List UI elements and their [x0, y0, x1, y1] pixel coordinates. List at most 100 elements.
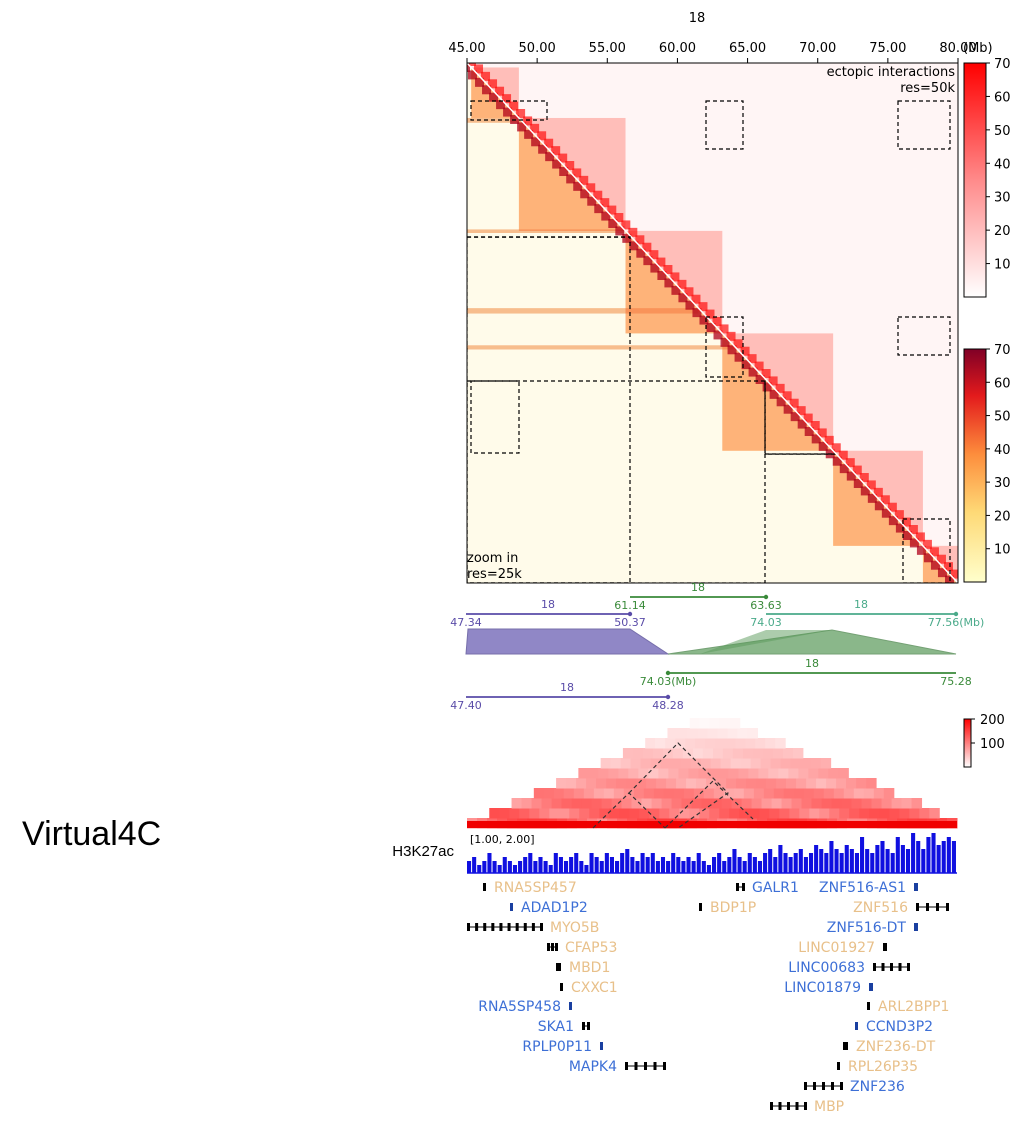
tri-cell [509, 808, 520, 819]
annot-bottom-1: zoom in [467, 551, 518, 566]
tri-cell [826, 778, 837, 789]
h3k27ac-bar [808, 853, 814, 873]
tri-cell [688, 768, 699, 779]
diag-cell [685, 300, 695, 310]
tri-cell [891, 798, 903, 809]
colorbar-tick-label: 40 [994, 443, 1011, 458]
colorbar-tick-label: 60 [994, 90, 1011, 105]
tri-cell [626, 778, 637, 789]
gene-label: ZNF516 [853, 900, 908, 916]
tri-cell [809, 808, 820, 819]
tri-cell [709, 718, 721, 729]
h3k27ac-bar [645, 857, 650, 873]
h3k27ac-bar [706, 865, 711, 873]
h3k27ac-bar [890, 853, 895, 873]
h3k27ac-bar [773, 857, 778, 873]
tri-cell [646, 778, 657, 789]
tri-cell [656, 778, 667, 789]
diag-cell [860, 486, 870, 496]
diag-cell [509, 101, 519, 111]
h3k27ac-bar [763, 853, 768, 873]
h3k27ac-bar [701, 861, 706, 873]
tri-cell [738, 768, 749, 779]
tri-cell [651, 798, 663, 809]
tri-cell [779, 808, 790, 819]
gene-label: SKA1 [538, 1019, 574, 1035]
h3k27ac-bar [895, 837, 900, 873]
diag-cell [544, 138, 554, 148]
tri-cell [810, 758, 822, 769]
tri-cell [788, 768, 799, 779]
dashed-box [467, 236, 631, 583]
tri-cell [820, 758, 832, 769]
tri-cell [660, 758, 672, 769]
h3k27ac-bar [604, 853, 609, 873]
diag-cell [614, 213, 624, 222]
h3k27ac-bar [615, 861, 620, 873]
h3k27ac-bar [788, 857, 793, 873]
diag-cell [517, 122, 527, 132]
tri-cell [581, 798, 593, 809]
h3k27ac-bar [931, 833, 936, 873]
tri-cell [879, 808, 890, 819]
h3k27ac-bar [885, 849, 890, 873]
tri-cell [681, 798, 693, 809]
gene-label: ZNF236-DT [856, 1039, 936, 1055]
diag-cell [894, 510, 904, 520]
tri-cell [746, 778, 757, 789]
gene-mark [837, 1062, 840, 1070]
tri-cell [773, 788, 785, 799]
tri-cell [729, 808, 740, 819]
h3k27ac-bar [599, 861, 604, 873]
gene-exon [507, 923, 511, 931]
diag-cell [789, 398, 799, 408]
tri-cell [678, 768, 689, 779]
diag-cell [642, 242, 652, 252]
gene-exon [804, 1102, 807, 1110]
tri-cell [613, 788, 625, 799]
diag-cell [712, 317, 722, 326]
tri-cell [677, 728, 688, 739]
diag-cell [797, 419, 807, 429]
track-label: H3K27ac [392, 843, 454, 860]
segment-end [763, 594, 769, 600]
h3k27ac-bar [671, 853, 676, 873]
diag-cell [706, 323, 716, 332]
tri-cell [798, 768, 809, 779]
h3k27ac-bar [803, 857, 808, 873]
h3k27ac-bar [523, 857, 528, 873]
tri-cell [869, 808, 880, 819]
diag-cell [664, 278, 674, 288]
diag-cell [573, 181, 583, 191]
tri-dashed-box [664, 780, 754, 829]
diag-cell [635, 235, 645, 245]
h3k27ac-bar [691, 861, 696, 873]
tri-cell [863, 788, 875, 799]
h3k27ac-bar [768, 849, 773, 873]
tri-cell [853, 788, 865, 799]
tri-cell [745, 738, 756, 749]
diag-cell [488, 79, 498, 89]
diag-cell [580, 189, 590, 199]
tri-cell [643, 788, 655, 799]
h3k27ac-bar [660, 857, 666, 873]
tri-cell [775, 738, 786, 749]
tri-cell [736, 778, 747, 789]
x-tick: 60.00 [659, 41, 696, 56]
diag-cell [782, 391, 792, 401]
link-purple [465, 628, 670, 655]
diag-cell [839, 464, 849, 474]
link-green-2 [700, 630, 832, 654]
segment-tracks: 18 47.34 50.37 18 61.14 63.63 18 74.03 77.56(Mb)… [450, 581, 984, 712]
gene-exon [582, 1022, 585, 1030]
tri-cell [588, 768, 599, 779]
tri-cell [489, 808, 500, 819]
h3k27ac-bar [467, 861, 472, 873]
gene-exon [907, 963, 910, 971]
diag-cell [545, 152, 555, 162]
tri-cell [823, 788, 835, 799]
gene-exon [946, 903, 949, 911]
tri-cell [672, 748, 684, 759]
h3k27ac-bar [834, 849, 839, 873]
